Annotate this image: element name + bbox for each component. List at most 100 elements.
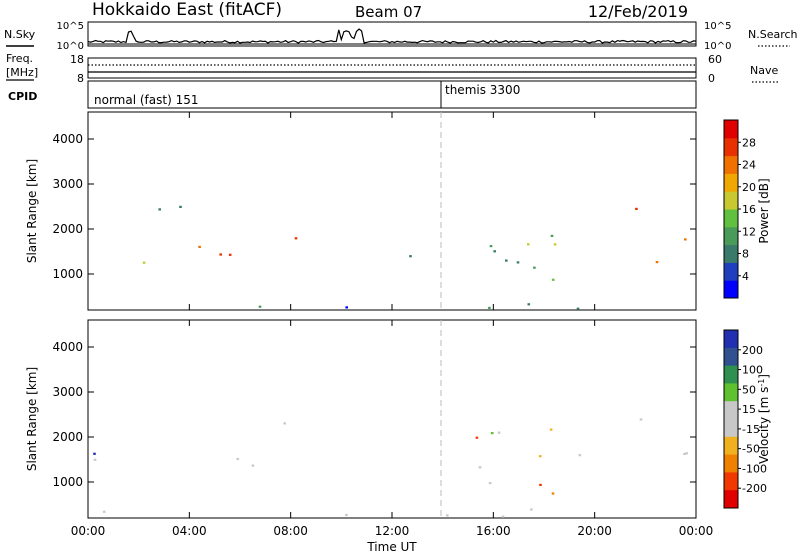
scatter-point bbox=[475, 436, 479, 439]
colorbar-segment bbox=[724, 383, 738, 402]
scatter-point bbox=[683, 452, 686, 456]
scatter-point bbox=[497, 431, 501, 434]
scatter-point bbox=[488, 482, 492, 485]
x-tick-label: 08:00 bbox=[273, 524, 308, 538]
scatter-point bbox=[345, 306, 348, 309]
power-panel-frame bbox=[87, 111, 697, 311]
scatter-point bbox=[93, 458, 97, 461]
colorbar-segment bbox=[724, 454, 738, 473]
freq-label-1: Freq. bbox=[6, 52, 33, 65]
colorbar-segment bbox=[724, 490, 738, 509]
freq-label-2: [MHz] bbox=[6, 66, 38, 79]
scatter-point bbox=[551, 492, 555, 495]
velocity-ylabel: Slant Range [km] bbox=[25, 367, 39, 471]
colorbar-segment bbox=[724, 120, 738, 139]
scatter-point bbox=[409, 255, 412, 258]
colorbar-tick-label: 200 bbox=[742, 344, 763, 357]
colorbar-segment bbox=[724, 419, 738, 438]
y-tick-label: 2000 bbox=[52, 430, 83, 444]
velocity-panel-frame bbox=[87, 319, 697, 519]
scatter-point bbox=[501, 515, 505, 518]
scatter-point bbox=[294, 237, 298, 240]
colorbar-segment bbox=[724, 244, 738, 263]
scatter-point bbox=[550, 234, 554, 237]
cpid-label: CPID bbox=[8, 90, 37, 103]
y-tick-label: 1000 bbox=[52, 475, 83, 489]
power-y-axis: 1000 2000 3000 4000 bbox=[52, 132, 696, 281]
colorbar-segment bbox=[724, 472, 738, 491]
nsky-label: N.Sky bbox=[4, 28, 36, 41]
time-ut-label: Time UT bbox=[366, 540, 417, 554]
colorbar-tick-label: -50 bbox=[742, 443, 760, 456]
noise-tick-bottom-right: 10^0 bbox=[704, 41, 731, 52]
colorbar-segment bbox=[724, 330, 738, 349]
x-tick-label: 20:00 bbox=[577, 524, 612, 538]
scatter-point bbox=[685, 452, 688, 455]
scatter-point bbox=[251, 464, 255, 467]
scatter-point bbox=[549, 428, 553, 431]
colorbar-segment bbox=[724, 280, 738, 299]
cpid-strip: CPID normal (fast) 151 themis 3300 bbox=[8, 80, 697, 109]
scatter-point bbox=[639, 418, 643, 421]
colorbar-segment bbox=[724, 401, 738, 420]
x-tick-label: 00:00 bbox=[71, 524, 106, 538]
scatter-point bbox=[551, 278, 555, 281]
power-colorbar-label: Power [dB] bbox=[757, 178, 771, 243]
power-ylabel: Slant Range [km] bbox=[25, 159, 39, 263]
scatter-point bbox=[527, 243, 530, 246]
y-tick-label: 3000 bbox=[52, 385, 83, 399]
scatter-point bbox=[533, 266, 536, 269]
cpid-mode-2: themis 3300 bbox=[445, 83, 520, 97]
colorbar-tick-label: 15 bbox=[742, 403, 756, 416]
scatter-point bbox=[516, 261, 520, 264]
colorbar-segment bbox=[724, 262, 738, 281]
noise-strip: N.Sky 10^5 10^0 10^5 10^0 N.Search bbox=[4, 21, 798, 52]
scatter-point bbox=[527, 303, 531, 306]
colorbar-segment bbox=[724, 436, 738, 456]
scatter-point bbox=[493, 250, 496, 253]
scatter-point bbox=[258, 305, 262, 308]
colorbar-segment bbox=[724, 347, 738, 367]
colorbar-tick-label: 4 bbox=[742, 270, 749, 283]
scatter-point bbox=[198, 245, 201, 248]
power-panel: 1000 2000 3000 4000 Slant Range [km] bbox=[25, 111, 697, 311]
scatter-point bbox=[489, 245, 493, 248]
scatter-point bbox=[236, 457, 240, 461]
colorbar-segment bbox=[724, 155, 738, 174]
colorbar-tick-label: 24 bbox=[742, 159, 756, 172]
scatter-point bbox=[219, 253, 222, 256]
scatter-point bbox=[179, 205, 182, 208]
colorbar-segment bbox=[724, 191, 738, 210]
scatter-point bbox=[505, 259, 508, 262]
nave-label: Nave bbox=[750, 64, 778, 77]
y-tick-label: 4000 bbox=[52, 340, 83, 354]
noise-sky-line bbox=[87, 28, 697, 44]
colorbar-segment bbox=[724, 209, 738, 228]
colorbar-tick-label: -100 bbox=[742, 462, 767, 475]
scatter-point bbox=[655, 261, 659, 264]
scatter-point bbox=[576, 307, 580, 310]
colorbar-tick-label: 20 bbox=[742, 181, 756, 194]
colorbar-tick-label: -15 bbox=[742, 423, 760, 436]
y-tick-label: 2000 bbox=[52, 222, 83, 236]
scatter-point bbox=[345, 513, 348, 517]
colorbar-tick-label: 28 bbox=[742, 136, 756, 149]
scatter-point bbox=[635, 207, 638, 210]
nave-tick-top: 60 bbox=[708, 53, 722, 66]
scatter-point bbox=[684, 238, 687, 241]
scatter-point bbox=[578, 454, 582, 457]
velocity-colorbar-label: Velocity [m s-1] bbox=[757, 374, 772, 464]
colorbar-tick-label: 8 bbox=[742, 248, 749, 261]
scatter-point bbox=[530, 508, 533, 511]
beam-label: Beam 07 bbox=[355, 3, 422, 21]
colorbar-tick-label: 12 bbox=[742, 225, 756, 238]
velocity-x-axis: 00:00 04:00 08:00 12:00 16:00 20:00 00:00 bbox=[71, 320, 714, 538]
y-tick-label: 3000 bbox=[52, 177, 83, 191]
colorbar-segment bbox=[724, 173, 738, 192]
x-tick-label: 00:00 bbox=[679, 524, 714, 538]
scatter-point bbox=[446, 514, 449, 517]
nsearch-label: N.Search bbox=[748, 28, 798, 41]
colorbar-tick-label: 50 bbox=[742, 383, 756, 396]
freq-tick-bottom: 8 bbox=[77, 72, 84, 85]
